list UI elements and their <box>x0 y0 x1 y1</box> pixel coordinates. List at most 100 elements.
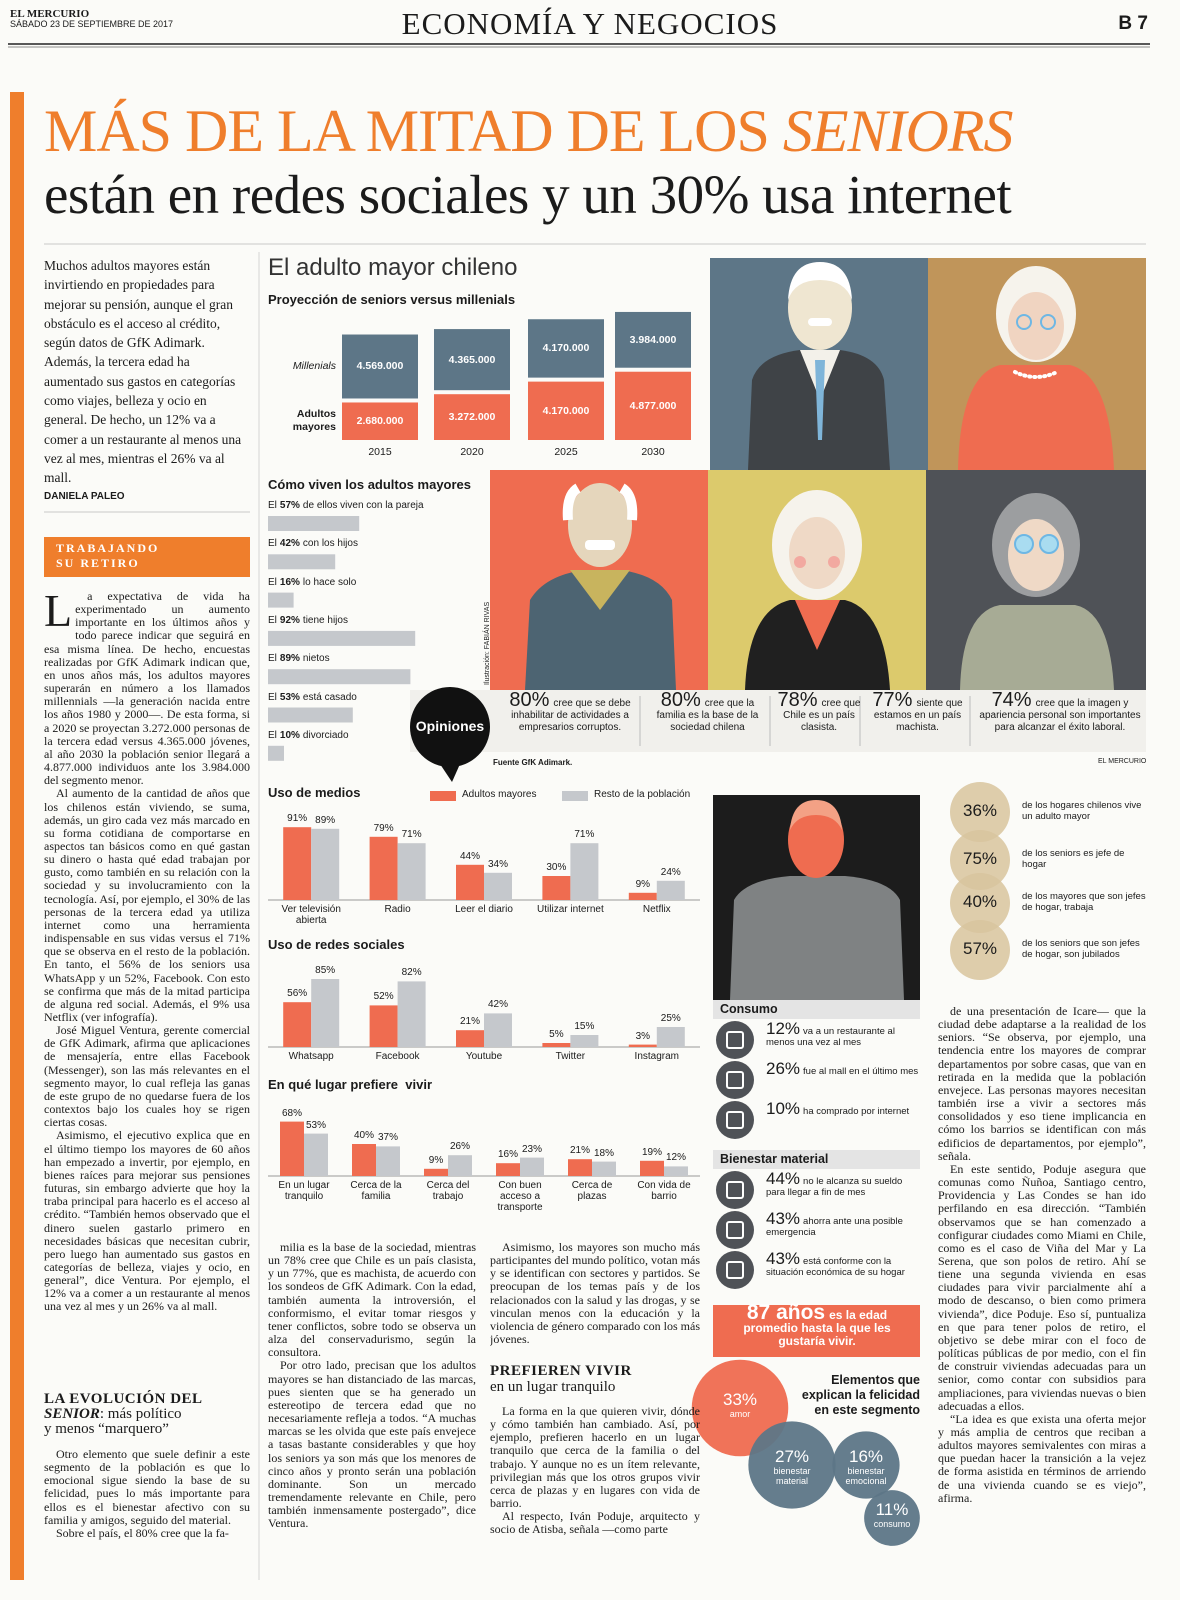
bar <box>268 745 284 761</box>
section-title: ECONOMÍA Y NEGOCIOS <box>401 6 779 41</box>
stat-text: fue al mall en el último mes <box>803 1066 919 1077</box>
x-tick-label: Con vida de barrio <box>637 1180 691 1202</box>
item-value: 92% <box>279 614 300 626</box>
legend-label: Adultos mayores <box>462 789 537 800</box>
chart-title: Cómo viven los adultos mayores <box>268 477 472 492</box>
bar-label: 53% <box>305 1119 326 1131</box>
bar <box>268 554 336 570</box>
bubble <box>832 1431 900 1499</box>
paragraph: de una presentación de Icare— que la ciu… <box>938 1005 1146 1163</box>
stat-text: de los seniors es jefe de hogar <box>1022 848 1125 870</box>
stat: 43% está conforme con la situación económ… <box>766 1250 920 1278</box>
bubble-label: 16% bienestar emocional <box>826 1447 906 1486</box>
item-text: lo hace solo <box>302 576 357 588</box>
item-value: 57% <box>279 500 300 511</box>
chart-title: Uso de redes sociales <box>268 937 405 952</box>
opinion-text: cree que Chile es un país clasista. <box>783 698 861 733</box>
series-label: Millenials <box>292 359 336 372</box>
age-box <box>713 1305 920 1357</box>
bar <box>424 1168 448 1176</box>
bar <box>283 827 312 900</box>
bar <box>664 1166 688 1176</box>
stat-value: 43% <box>766 1209 801 1228</box>
item-prefix: El <box>268 653 277 665</box>
opinion-text: cree que se debe inhabilitar de activida… <box>511 698 631 733</box>
bubble-value: 27% <box>774 1447 810 1466</box>
bar-label: 89% <box>315 814 336 826</box>
bar <box>528 319 604 378</box>
portrait <box>713 795 920 1000</box>
bar-label: 3.272.000 <box>448 411 496 424</box>
opinions-band <box>410 690 1146 752</box>
item-text: de ellos viven con la pareja <box>302 500 424 511</box>
x-tick-label: Cerca de la familia <box>350 1180 402 1202</box>
bar-label: 34% <box>487 858 508 870</box>
bar <box>656 880 685 900</box>
stat-text: no le alcanza su sueldo para llegar a fi… <box>766 1176 903 1198</box>
bar <box>268 707 353 723</box>
bar <box>304 1133 328 1176</box>
bar <box>376 1146 400 1176</box>
item-text: tiene hijos <box>302 614 348 626</box>
bar <box>484 872 512 900</box>
bar <box>568 1159 592 1176</box>
bar <box>283 1002 312 1047</box>
paragraph: Asimismo, los mayores son mucho más part… <box>490 1241 700 1347</box>
x-tick-label: Cerca de plazas <box>571 1180 613 1202</box>
x-tick-label: 2020 <box>460 446 484 458</box>
age-value: 87 años <box>746 1301 826 1324</box>
stat: 26% fue al mall en el último mes <box>766 1060 920 1077</box>
subhead: PREFIEREN VIVIR en un lugar tranquilo <box>490 1363 700 1395</box>
stat-value: 57% <box>962 939 998 958</box>
stat-text: de los seniors que son jefes de hogar, s… <box>1022 938 1140 960</box>
x-tick-label: Leer el diario <box>455 904 513 915</box>
paragraph: La expectativa de vida ha experimentado … <box>44 590 250 788</box>
credit: Ilustración: FABIÁN RIVAS <box>484 601 491 685</box>
bar <box>528 381 604 440</box>
bar <box>542 1043 571 1047</box>
stat: 10% ha comprado por internet <box>766 1100 920 1117</box>
bar-label: 4.170.000 <box>542 404 590 417</box>
paragraph: Al aumento de la cantidad de años que lo… <box>44 786 250 1024</box>
headline-line: están en redes sociales y un 30% usa int… <box>44 164 1012 225</box>
icon <box>716 1061 754 1099</box>
subhead-text: PREFIEREN VIVIR <box>490 1363 632 1379</box>
x-tick-label: Whatsapp <box>288 1051 334 1062</box>
bar <box>640 1160 664 1176</box>
x-tick-label: Utilizar internet <box>537 904 604 915</box>
item-text: con los hijos <box>302 538 358 550</box>
x-tick-label: 2015 <box>368 446 392 458</box>
bar <box>397 843 426 900</box>
bar-label: 3.984.000 <box>629 333 677 346</box>
bar <box>592 1161 616 1176</box>
headline-text: SENIORS <box>782 98 1014 164</box>
headline-line: MÁS DE LA MITAD DE LOS SENIORS <box>44 98 1154 164</box>
x-tick-label: Netflix <box>642 904 671 915</box>
x-tick-label: 2030 <box>641 446 665 458</box>
subhead: LA EVOLUCIÓN DEL SENIOR: más político y m… <box>44 1392 244 1437</box>
bar-label: 9% <box>635 878 651 890</box>
bar <box>342 402 418 440</box>
bubble-value: 11% <box>875 1500 909 1519</box>
bar-label: 52% <box>373 991 394 1003</box>
bar <box>628 892 657 900</box>
bar <box>434 394 510 440</box>
stat-value: 43% <box>766 1249 801 1268</box>
icon-glyph <box>726 1261 744 1279</box>
x-tick-label: Instagram <box>634 1051 680 1062</box>
item-prefix: El <box>268 538 277 550</box>
bar-label: 71% <box>401 829 422 841</box>
x-tick-label: Cerca del trabajo <box>426 1180 470 1202</box>
x-tick-label: Youtube <box>465 1051 503 1062</box>
x-tick-label: 2025 <box>554 446 578 458</box>
icon <box>716 1251 754 1289</box>
portrait <box>928 258 1146 470</box>
paper-name: EL MERCURIO <box>10 8 90 20</box>
kicker: TRABAJANDO SU RETIRO <box>44 537 250 577</box>
bar-label: 30% <box>546 862 567 873</box>
bar <box>311 979 340 1047</box>
bar-label: 9% <box>428 1154 444 1166</box>
legend-swatch <box>562 791 588 801</box>
